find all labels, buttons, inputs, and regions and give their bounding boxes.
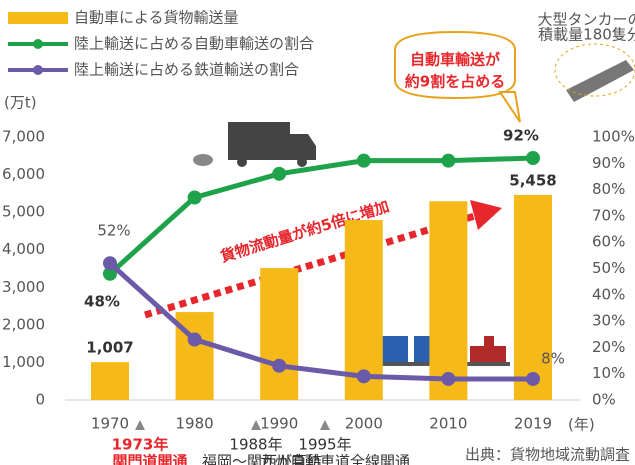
value-label: 5,458 <box>509 171 556 189</box>
y2-tick-label: 90% <box>592 154 625 172</box>
legend-swatch <box>8 12 68 24</box>
line <box>108 261 533 382</box>
callout-text: 自動車輸送が <box>410 51 501 69</box>
x-tick-label: 2010 <box>429 415 467 433</box>
x-tick-label: 1990 <box>260 415 298 433</box>
event-text: 関門道開通 <box>112 453 187 465</box>
y2-tick-label: 60% <box>592 233 625 251</box>
point <box>356 369 371 384</box>
point <box>187 190 202 205</box>
x-tick-label: 1980 <box>176 415 214 433</box>
growth-arrow <box>143 200 502 319</box>
value-label: 52% <box>97 222 130 240</box>
tanker-note: 積載量180隻分 <box>538 26 635 44</box>
point <box>187 332 202 347</box>
y2-tick-label: 20% <box>592 338 625 356</box>
value-label: 1,007 <box>86 339 133 357</box>
event-year: 1973年 <box>112 436 169 454</box>
event-text: 福岡～関西が直結 <box>202 453 322 465</box>
value-label: 8% <box>541 349 565 367</box>
legend-label: 陸上輸送に占める鉄道輸送の割合 <box>74 61 299 79</box>
legend-label: 陸上輸送に占める自動車輸送の割合 <box>74 35 314 53</box>
legend-label: 自動車による貨物輸送量 <box>74 9 239 27</box>
event-marker <box>135 420 145 430</box>
y-tick-label: 4,000 <box>2 240 45 258</box>
x-tick-label: 2019 <box>514 415 552 433</box>
y-tick-label: 5,000 <box>2 203 45 221</box>
y2-tick-label: 100% <box>592 128 635 146</box>
y2-tick-label: 50% <box>592 259 625 277</box>
y2-tick-label: 70% <box>592 206 625 224</box>
y2-tick-label: 10% <box>592 364 625 382</box>
bar <box>91 362 129 400</box>
value-label: 92% <box>503 127 539 145</box>
legend-swatch <box>33 39 43 49</box>
point <box>526 371 540 386</box>
event-year: 1988年 <box>229 436 282 454</box>
point <box>103 266 117 281</box>
callout <box>394 30 521 123</box>
x-tick-label: 1970 <box>91 415 129 433</box>
y-tick-label: 0 <box>35 391 45 409</box>
y-tick-label: 1,000 <box>2 353 45 371</box>
value-label: 48% <box>84 292 120 310</box>
y-tick-label: 2,000 <box>2 315 45 333</box>
source: 出典：貨物地域流動調査 <box>465 446 630 464</box>
point <box>356 153 371 168</box>
bar <box>260 268 299 400</box>
tanker-icon <box>554 43 635 102</box>
x-tick-label: 2000 <box>345 415 383 433</box>
point <box>441 153 456 168</box>
y-tick-label: 7,000 <box>2 128 45 146</box>
y2-tick-label: 30% <box>592 312 625 330</box>
point <box>441 371 456 386</box>
tanker-note: 大型タンカーの <box>537 11 635 29</box>
event-text: 九州自動車道全線開通 <box>260 453 410 465</box>
line <box>108 155 534 276</box>
y2-tick-label: 0% <box>592 391 616 409</box>
y-unit: (万t) <box>4 94 37 112</box>
event-marker <box>320 420 330 430</box>
point <box>272 166 287 181</box>
y-tick-label: 3,000 <box>2 278 45 296</box>
point <box>272 358 287 373</box>
y2-tick-label: 40% <box>592 285 625 303</box>
event-marker <box>251 420 261 430</box>
point <box>103 256 117 271</box>
bar <box>514 194 552 400</box>
y-tick-label: 6,000 <box>2 165 45 183</box>
legend-swatch <box>33 65 43 75</box>
truck-icon <box>193 122 316 167</box>
y2-tick-label: 80% <box>592 180 625 198</box>
point <box>526 151 540 166</box>
bar <box>429 201 468 400</box>
callout-text: 約9割を占める <box>405 73 505 91</box>
event-year: 1995年 <box>298 436 351 454</box>
x-unit: (年) <box>568 416 595 434</box>
